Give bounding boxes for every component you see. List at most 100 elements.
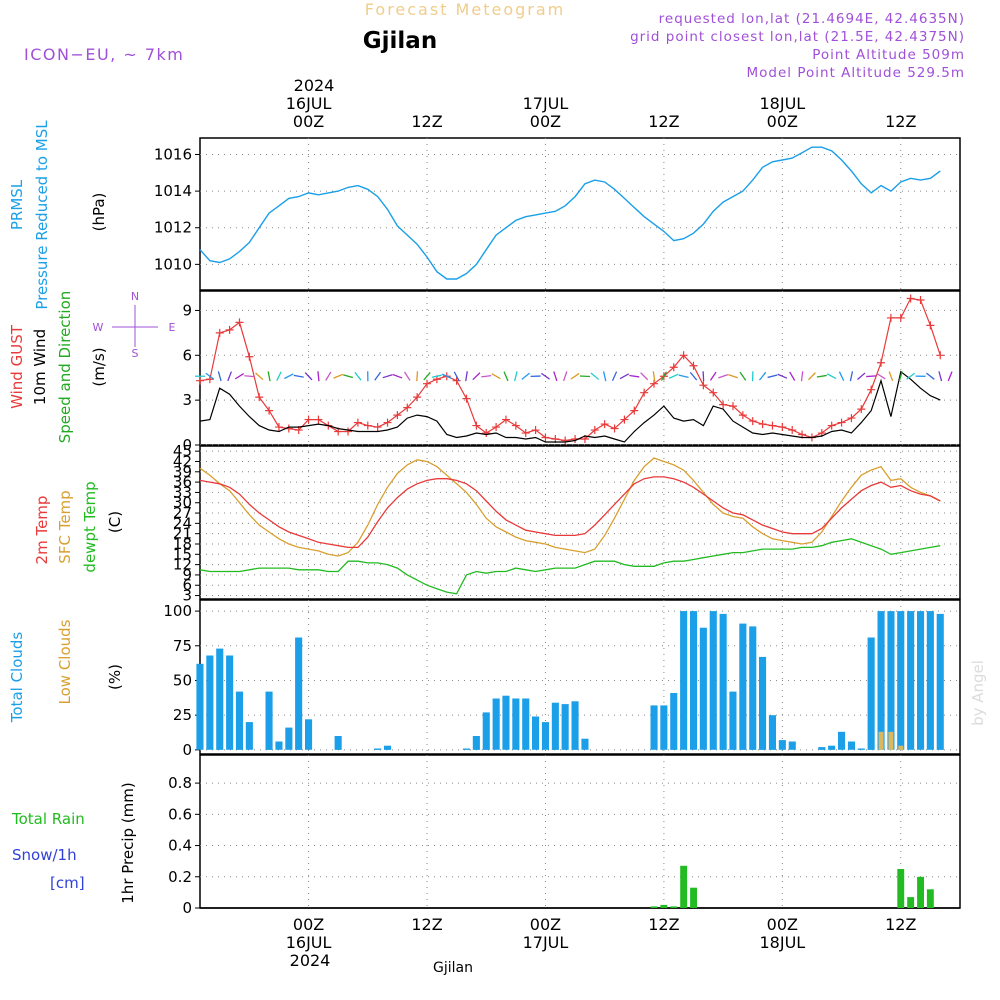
gust-point bbox=[896, 313, 905, 322]
wind-dir-arrow bbox=[660, 371, 667, 381]
wind-dir-arrow bbox=[416, 371, 419, 382]
ytick-label: 39 bbox=[173, 463, 192, 481]
gust-point bbox=[728, 402, 737, 411]
gust-point bbox=[640, 388, 649, 397]
total-cloud-bar bbox=[660, 705, 668, 750]
model-altitude: Model Point Altitude 529.5m bbox=[747, 65, 965, 81]
ytick-label: 24 bbox=[173, 514, 192, 532]
wind-dir-arrow bbox=[465, 371, 468, 382]
bottom-time-label: 00Z bbox=[293, 915, 324, 934]
wind-gust-label: Wind GUST bbox=[8, 324, 26, 409]
wind-dir-arrow bbox=[640, 372, 649, 381]
rain-bar bbox=[926, 889, 934, 908]
wind-unit: (m/s) bbox=[90, 347, 108, 386]
temp-panel: 2m Temp SFC Temp dewpt Temp (C) 36912151… bbox=[33, 442, 961, 605]
wind-dir-arrow bbox=[689, 371, 698, 381]
gust-point bbox=[709, 388, 718, 397]
wind-dir-arrow bbox=[540, 372, 550, 380]
gust-point bbox=[363, 421, 372, 430]
gust-point bbox=[906, 294, 915, 303]
pressure-label-prmsl: PRMSL bbox=[8, 179, 26, 230]
wind-dir-arrow bbox=[857, 372, 866, 380]
gust-point bbox=[630, 406, 639, 415]
gust-point bbox=[373, 423, 382, 432]
gust-point bbox=[274, 423, 283, 432]
compass-north: N bbox=[131, 290, 139, 303]
total-cloud-bar bbox=[275, 741, 283, 750]
gust-point bbox=[255, 393, 264, 402]
total-cloud-bar bbox=[759, 656, 767, 750]
wind-10m-label: 10m Wind bbox=[31, 329, 49, 405]
ytick-label: 30 bbox=[173, 494, 192, 512]
top-time-label: 12Z bbox=[411, 112, 442, 131]
cloud-low-label: Low Clouds bbox=[56, 619, 74, 704]
bottom-time-label: 12Z bbox=[411, 915, 442, 934]
gust-point bbox=[778, 423, 787, 432]
gust-point bbox=[265, 406, 274, 415]
compass-west: W bbox=[93, 321, 104, 334]
bottom-date-label: 17JUL bbox=[523, 933, 569, 952]
wind-dir-arrow bbox=[325, 371, 332, 381]
wind-dir-arrow bbox=[217, 371, 222, 382]
precip-plot: 0 0.2 0.4 0.6 0.8 bbox=[168, 754, 961, 917]
total-cloud-bar bbox=[334, 736, 342, 750]
wind-dir-arrow bbox=[570, 372, 580, 380]
rain-bar bbox=[907, 897, 915, 908]
wind-dir-arrow bbox=[205, 372, 215, 380]
rain-bar bbox=[670, 906, 678, 908]
wind-dir-arrow bbox=[562, 371, 568, 382]
wind-dir-arrow bbox=[423, 372, 431, 381]
wind-dir-arrow bbox=[826, 373, 837, 380]
total-cloud-bar bbox=[462, 748, 470, 750]
wind-dir-arrow bbox=[491, 373, 501, 380]
wind-dir-arrow bbox=[808, 372, 816, 381]
wind-dir-arrow bbox=[343, 374, 354, 379]
ytick-label: 42 bbox=[173, 452, 192, 470]
wind-dir-arrow bbox=[876, 372, 886, 380]
gust-point bbox=[679, 351, 688, 360]
total-cloud-bar bbox=[719, 613, 727, 750]
wind-dir-arrow bbox=[244, 375, 255, 378]
total-cloud-bar bbox=[926, 611, 934, 750]
wind-dir-arrow bbox=[354, 371, 362, 381]
gust-point bbox=[423, 379, 432, 388]
precip-snow-label: Snow/1h bbox=[12, 846, 77, 864]
gust-point bbox=[590, 426, 599, 435]
low-cloud-bar bbox=[878, 731, 884, 750]
wind-dir-arrow bbox=[906, 372, 916, 380]
top-year-label: 2024 bbox=[294, 76, 335, 95]
total-cloud-bar bbox=[482, 712, 490, 750]
total-cloud-bar bbox=[384, 745, 392, 750]
precip-axis-label: 1hr Precip (mm) bbox=[119, 782, 137, 903]
precip-panel: Total Rain Snow/1h [cm] 1hr Precip (mm) … bbox=[11, 754, 961, 917]
ytick-label: 1016 bbox=[154, 145, 192, 163]
total-cloud-bar bbox=[650, 705, 658, 750]
wind-dir-arrow bbox=[293, 374, 304, 378]
location-title: Gjilan bbox=[363, 28, 437, 54]
total-cloud-bar bbox=[690, 611, 698, 750]
ytick-label: 0.8 bbox=[168, 774, 192, 792]
model-label: ICON−EU, ~ 7km bbox=[24, 45, 184, 64]
wind-dir-arrow bbox=[728, 374, 738, 379]
ytick-label: 1014 bbox=[154, 182, 192, 200]
gust-point bbox=[748, 417, 757, 426]
wind-dir-arrow bbox=[453, 371, 460, 381]
ytick-label: 18 bbox=[173, 535, 192, 553]
total-cloud-bar bbox=[887, 611, 895, 750]
gust-point bbox=[511, 421, 520, 430]
wind-dir-arrow bbox=[678, 374, 689, 378]
gust-point bbox=[304, 415, 313, 424]
panel-frame bbox=[199, 445, 961, 600]
wind-plot: 0 3 6 9 bbox=[182, 291, 961, 454]
gust-point bbox=[531, 426, 540, 435]
total-cloud-bar bbox=[532, 716, 540, 750]
gust-point bbox=[620, 415, 629, 424]
gust-point bbox=[827, 421, 836, 430]
total-cloud-bar bbox=[749, 626, 757, 750]
wind-dir-arrow bbox=[602, 371, 607, 382]
gust-point bbox=[215, 328, 224, 337]
total-cloud-bar bbox=[571, 701, 579, 750]
